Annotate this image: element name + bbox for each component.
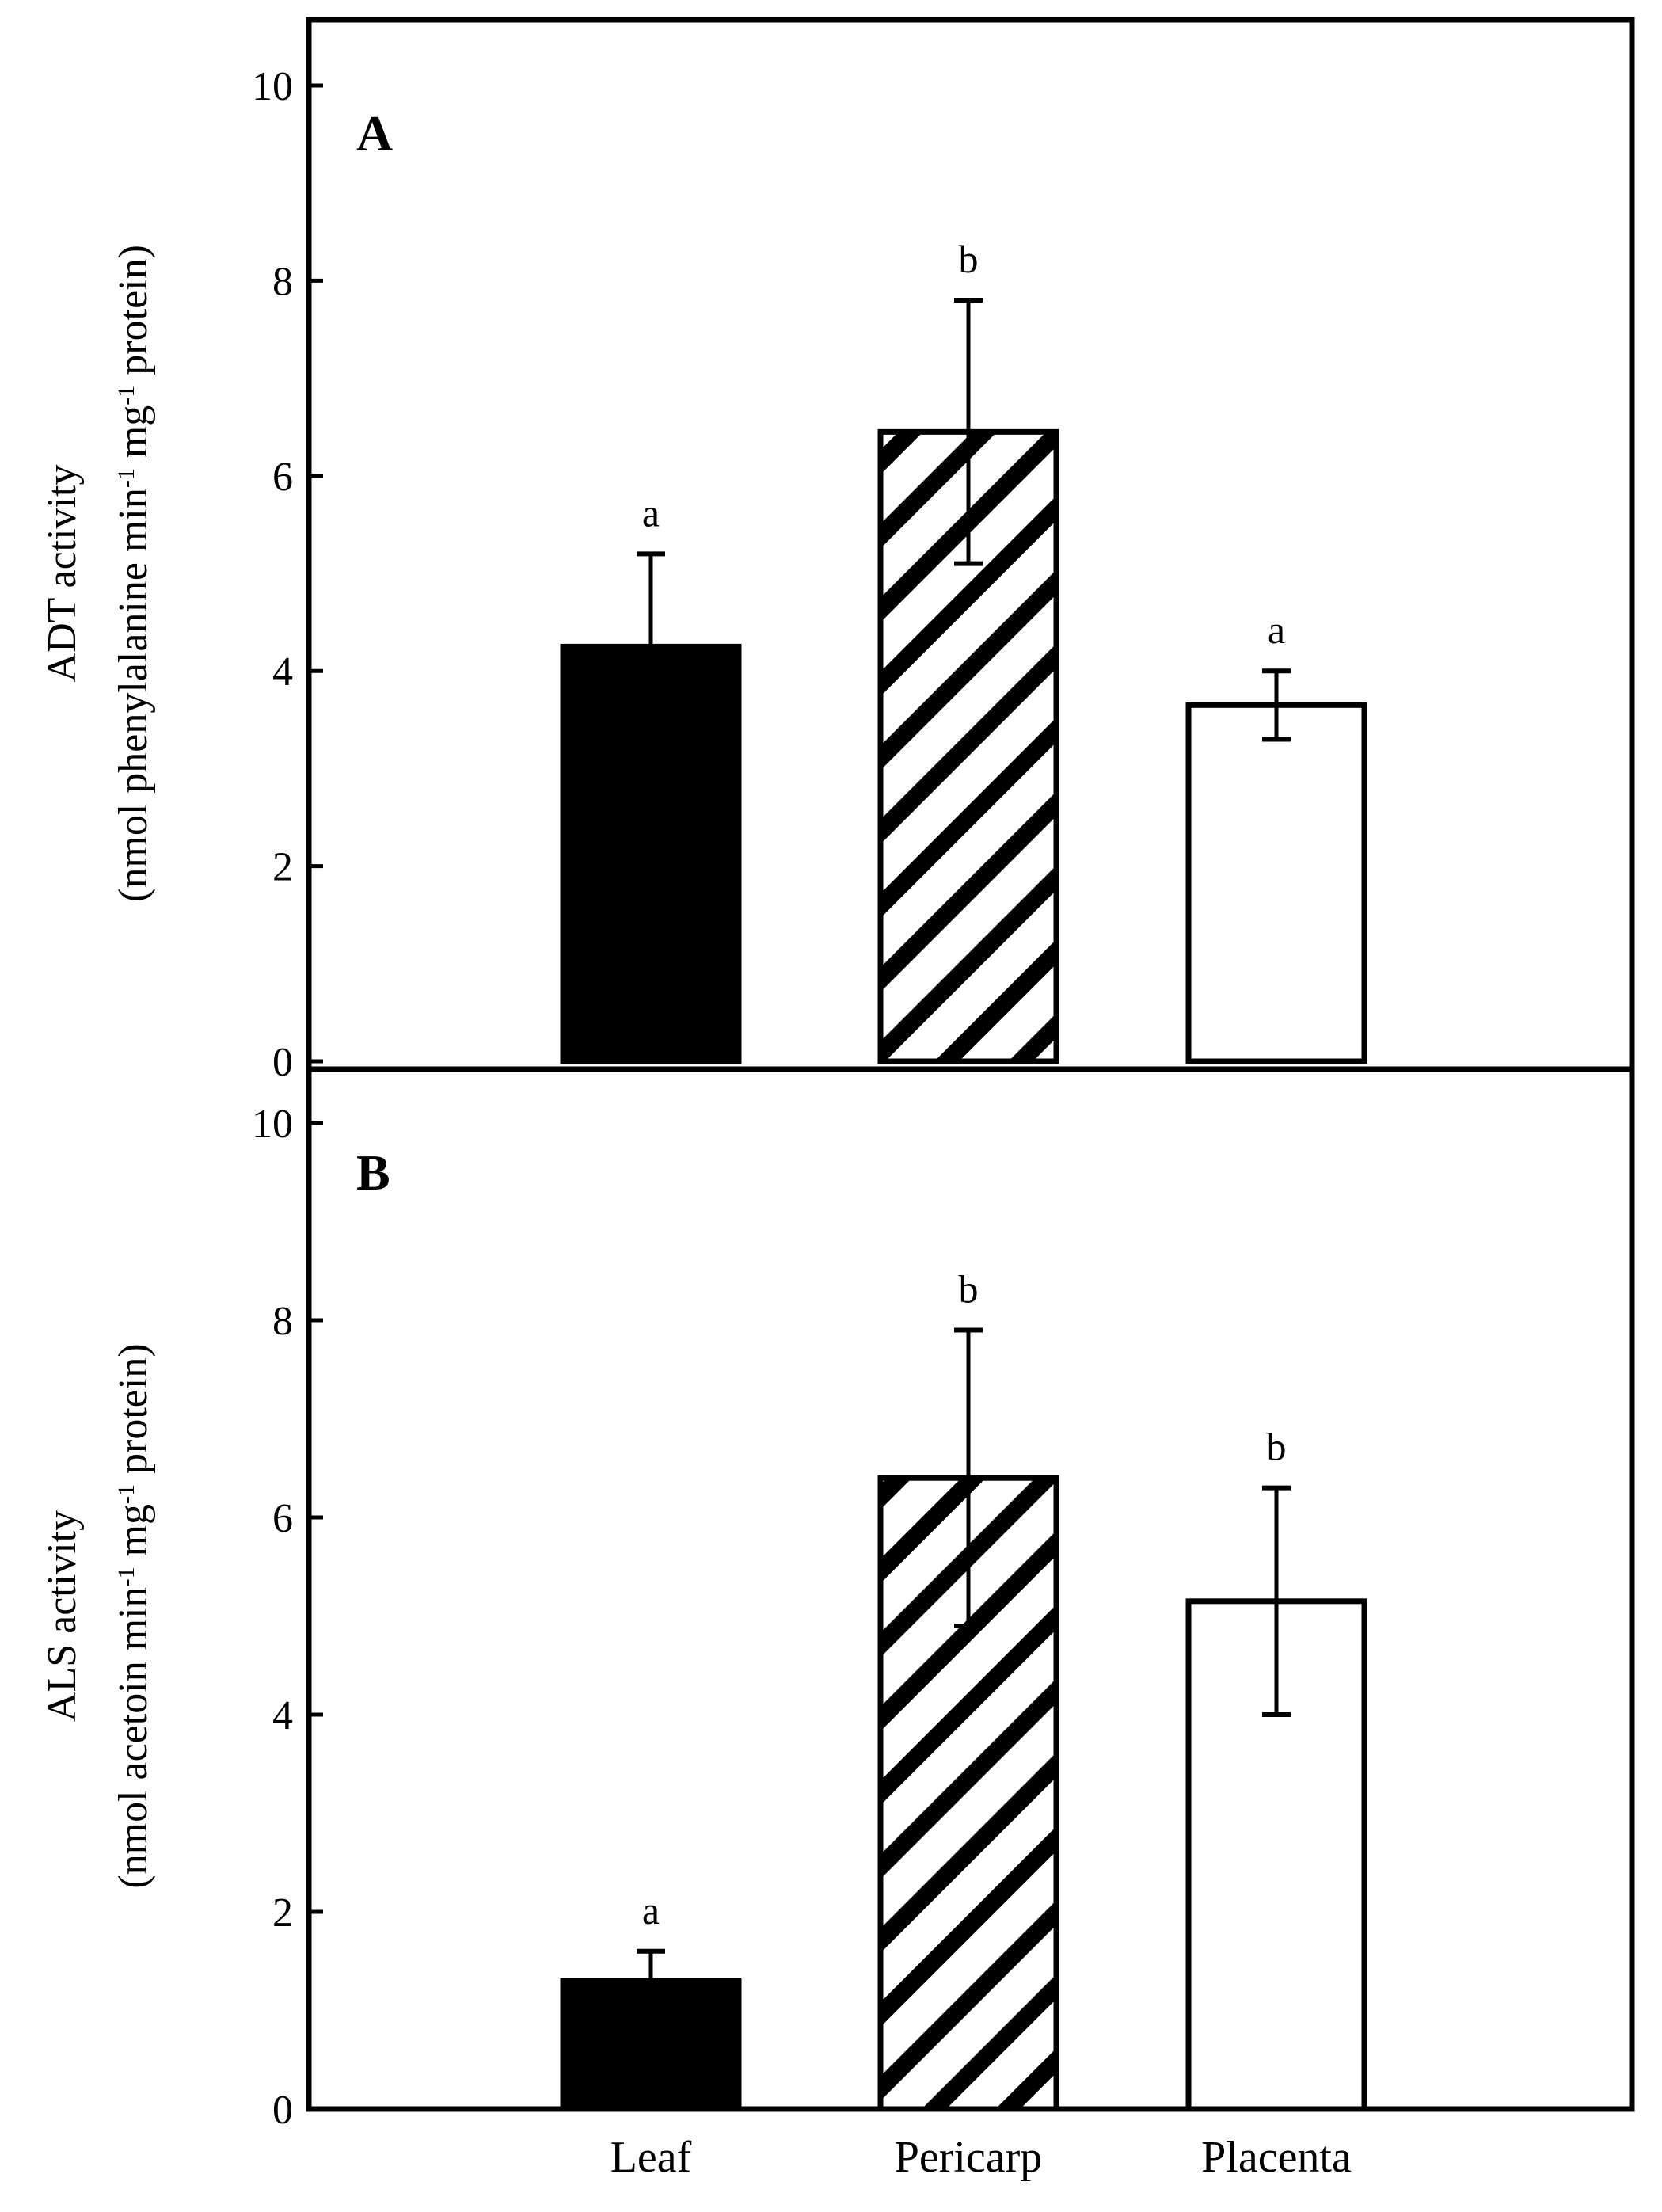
significance-label: b [959,237,979,281]
y-tick-label: 10 [252,64,293,109]
y-axis-title-line2: (nmol phenylalanine min-1 mg-1 protein) [111,245,156,902]
y-tick-label: 8 [272,259,293,304]
significance-label: b [1267,1425,1287,1469]
y-tick-label: 4 [272,1693,293,1738]
y-tick-label: 2 [272,845,293,890]
panel-letter: B [356,1144,390,1201]
bar-placenta [1189,705,1364,1061]
y-tick-label: 0 [272,1040,293,1085]
x-axis-category-labels: Leaf Pericarp Placenta [610,2133,1352,2182]
significance-label: a [1268,607,1285,652]
bar-leaf [563,1981,739,2109]
y-tick-label: 0 [272,2088,293,2133]
x-category-label-placenta: Placenta [1201,2133,1352,2182]
chart-root: 0 2 4 6 8 10 A ADT activity (nmol phenylalanine … [40,20,1632,2133]
panel-a: 0 2 4 6 8 10 A ADT activity (nmol phenylalanine … [40,20,1632,1085]
significance-label: a [642,490,660,535]
y-axis-title-line2: (nmol acetoin min-1 mg-1 protein) [111,1343,156,1888]
significance-label: b [959,1266,979,1311]
y-tick-label: 2 [272,1890,293,1936]
error-bar-leaf [637,1951,665,1981]
y-axis-title-line1: ALS activity [40,1510,85,1722]
y-tick-label: 8 [272,1299,293,1344]
y-tick-label: 10 [252,1102,293,1147]
panel-b: 0 2 4 6 8 10 B ALS activity (nmol acetoin min-1 … [40,1069,1632,2133]
x-category-label-leaf: Leaf [610,2133,692,2182]
error-bar-leaf [637,554,665,646]
bar-leaf [563,646,739,1061]
y-tick-label: 6 [272,1496,293,1541]
y-tick-label: 4 [272,649,293,695]
figure: 0 2 4 6 8 10 A ADT activity (nmol phenylalanine … [0,0,1662,2212]
y-tick-label: 6 [272,455,293,500]
panel-letter: A [356,105,393,162]
significance-label: a [642,1888,660,1932]
x-category-label-pericarp: Pericarp [895,2133,1043,2182]
y-axis-title-line1: ADT activity [40,465,85,683]
